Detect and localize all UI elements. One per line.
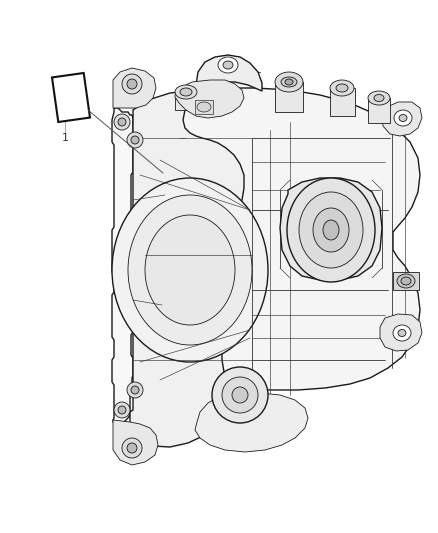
Ellipse shape	[281, 77, 297, 87]
Polygon shape	[113, 68, 156, 108]
Ellipse shape	[118, 118, 126, 126]
Bar	[393, 272, 419, 290]
Ellipse shape	[127, 132, 143, 148]
Polygon shape	[130, 90, 265, 447]
Ellipse shape	[222, 377, 258, 413]
Ellipse shape	[368, 91, 390, 105]
Ellipse shape	[223, 61, 233, 69]
Ellipse shape	[287, 178, 375, 282]
Ellipse shape	[175, 85, 197, 99]
Polygon shape	[280, 178, 382, 280]
Ellipse shape	[127, 79, 137, 89]
Bar	[330, 88, 355, 116]
Bar	[52, 73, 90, 122]
Bar	[195, 100, 213, 114]
Ellipse shape	[323, 220, 339, 240]
Ellipse shape	[330, 80, 354, 96]
Polygon shape	[382, 102, 422, 136]
Ellipse shape	[232, 387, 248, 403]
Ellipse shape	[394, 110, 412, 126]
Ellipse shape	[212, 367, 268, 423]
Ellipse shape	[398, 329, 406, 336]
Polygon shape	[113, 420, 158, 465]
Ellipse shape	[127, 382, 143, 398]
Bar	[368, 98, 390, 123]
Ellipse shape	[399, 115, 407, 122]
Ellipse shape	[336, 84, 348, 92]
Ellipse shape	[145, 215, 235, 325]
Polygon shape	[175, 80, 244, 118]
Ellipse shape	[114, 402, 130, 418]
Polygon shape	[183, 88, 420, 390]
Ellipse shape	[299, 192, 363, 268]
Ellipse shape	[122, 438, 142, 458]
Ellipse shape	[218, 57, 238, 73]
Ellipse shape	[374, 94, 384, 101]
Polygon shape	[112, 108, 133, 424]
Ellipse shape	[275, 72, 303, 92]
Bar	[175, 92, 197, 110]
Text: 1: 1	[61, 133, 68, 143]
Ellipse shape	[393, 325, 411, 341]
Bar	[275, 82, 303, 112]
Polygon shape	[195, 393, 308, 452]
Ellipse shape	[397, 274, 415, 288]
Ellipse shape	[313, 208, 349, 252]
Polygon shape	[195, 55, 262, 91]
Ellipse shape	[122, 74, 142, 94]
Ellipse shape	[112, 178, 268, 362]
Ellipse shape	[285, 79, 293, 85]
Ellipse shape	[118, 406, 126, 414]
Polygon shape	[380, 314, 422, 351]
Ellipse shape	[131, 136, 139, 144]
Ellipse shape	[127, 443, 137, 453]
Ellipse shape	[401, 277, 411, 285]
Ellipse shape	[114, 114, 130, 130]
Ellipse shape	[131, 386, 139, 394]
Ellipse shape	[180, 88, 192, 96]
Ellipse shape	[128, 195, 252, 345]
Ellipse shape	[197, 102, 211, 112]
